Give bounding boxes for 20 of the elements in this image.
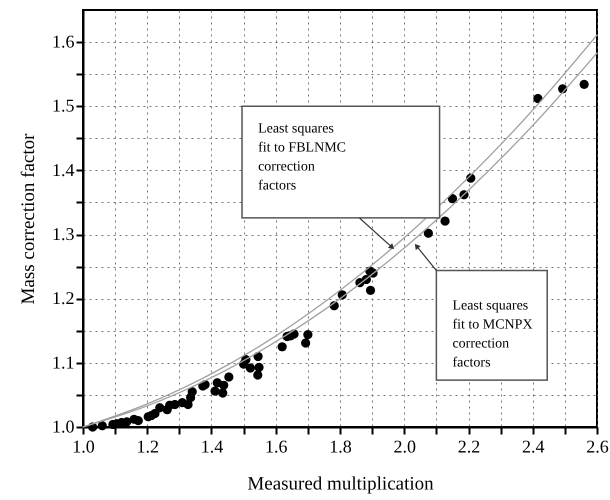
annotation: Least squares fit to FBLNMC correction factors — [258, 122, 346, 194]
y-tick-label: 1.6 — [52, 32, 74, 52]
y-tick-label: 1.4 — [52, 160, 74, 180]
y-tick-label: 1.1 — [52, 352, 74, 372]
x-tick-label: 2.2 — [458, 436, 480, 456]
annotation: Least squares fit to MCNPX correction factors — [452, 298, 533, 371]
x-tick-label: 1.4 — [200, 436, 224, 456]
y-tick-label: 1.2 — [52, 288, 74, 308]
y-axis-title: Mass correction factor — [18, 132, 39, 304]
x-tick-label: 2.6 — [586, 436, 609, 456]
x-axis-title: Measured multiplication — [247, 474, 434, 494]
x-tick-label: 2.0 — [394, 436, 416, 456]
x-tick-label: 1.0 — [72, 436, 95, 456]
y-tick-label: 1.5 — [52, 96, 74, 116]
x-tick-label: 1.2 — [136, 436, 159, 456]
x-tick-label: 1.8 — [329, 436, 352, 456]
x-tick-label: 2.4 — [522, 436, 544, 456]
y-tick-label: 1.0 — [52, 416, 74, 436]
x-tick-label: 1.6 — [265, 436, 288, 456]
y-tick-label: 1.3 — [52, 224, 74, 244]
